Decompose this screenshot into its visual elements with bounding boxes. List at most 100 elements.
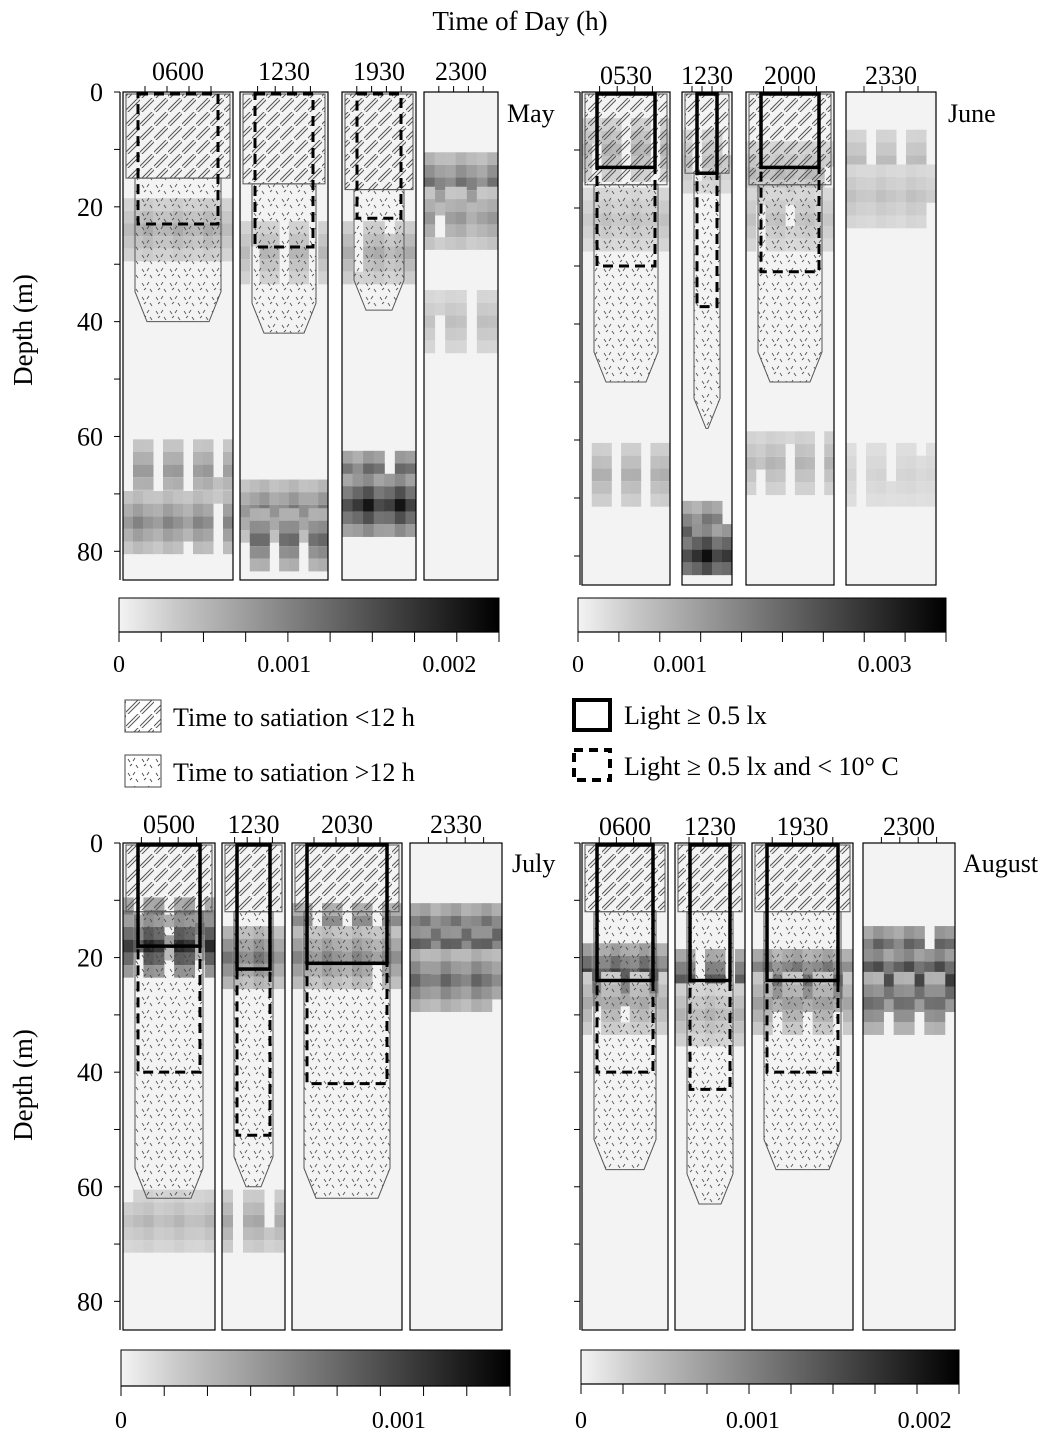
density-cell [675, 1021, 686, 1034]
density-cell [373, 524, 385, 537]
density-cell [491, 948, 503, 962]
colorbar [580, 1349, 960, 1385]
density-cell [873, 961, 884, 975]
density-cell [405, 499, 417, 512]
density-cell [471, 938, 483, 952]
density-cell [445, 164, 457, 178]
density-cell [259, 520, 270, 534]
time-label: 2000 [764, 61, 816, 90]
density-cell [944, 974, 956, 987]
density-cell [430, 948, 442, 962]
density-cell [204, 1202, 216, 1215]
density-cell [842, 1022, 854, 1035]
density-cell [204, 914, 216, 928]
density-cell [702, 524, 713, 537]
density-cell [752, 948, 763, 962]
density-cell [863, 971, 874, 985]
satiation-gt12-region [134, 177, 222, 323]
density-cell [675, 995, 686, 1009]
density-cell [893, 948, 905, 962]
density-cell [582, 971, 593, 985]
density-cell [352, 450, 364, 464]
density-cell [455, 164, 467, 178]
density-cell [846, 155, 857, 168]
ylabel-top: Depth (m) [8, 274, 38, 386]
density-cell [863, 984, 874, 998]
satiation-lt12-region [125, 844, 213, 913]
density-cell [318, 233, 329, 247]
satiation-gt12-region [353, 189, 405, 311]
legend-hatch-swatch [124, 699, 162, 733]
density-cell [163, 451, 174, 465]
density-cell [292, 963, 303, 977]
density-cell [308, 492, 319, 505]
density-cell [384, 511, 396, 525]
density-cell [876, 215, 887, 229]
density-cell [466, 190, 478, 203]
density-cell [582, 187, 593, 201]
density-cell [143, 528, 154, 542]
density-cell [896, 442, 907, 456]
colorbar-tick-label: 0.001 [726, 1408, 780, 1433]
density-cell [213, 491, 224, 504]
density-cell [183, 528, 194, 542]
density-cell [476, 224, 488, 238]
density-cell [318, 479, 329, 493]
density-cell [876, 493, 887, 507]
density-cell [222, 1189, 233, 1203]
density-cell [893, 971, 905, 985]
density-cell [174, 1240, 185, 1253]
density-cell [893, 926, 905, 939]
density-cell [274, 951, 286, 964]
time-label: 0600 [599, 812, 651, 841]
density-cell [274, 976, 286, 990]
density-cell [765, 444, 776, 457]
density-cell [846, 164, 857, 178]
density-cell [298, 530, 309, 543]
density-cell [466, 224, 478, 238]
density-cell [298, 504, 309, 518]
light-cold-region [765, 843, 840, 1074]
density-cell [405, 486, 417, 500]
density-cell [842, 1009, 854, 1023]
density-cell [450, 915, 462, 929]
density-cell [318, 271, 329, 285]
density-cell [440, 926, 452, 939]
satiation-gt12-region [763, 911, 842, 1171]
month-label: June [948, 99, 996, 128]
density-cell [318, 221, 329, 234]
density-cell [342, 271, 354, 285]
density-cell [591, 442, 603, 456]
density-cell [883, 948, 895, 962]
density-cell [487, 177, 499, 191]
density-cell [702, 562, 713, 576]
density-cell [886, 190, 897, 203]
density-cell [794, 431, 806, 445]
colorbar-tick-label: 0.001 [372, 1408, 426, 1433]
density-cell [424, 211, 436, 225]
density-cell [886, 493, 897, 507]
density-cell [476, 177, 488, 191]
density-cell [223, 236, 234, 249]
density-cell [193, 477, 204, 490]
density-cell [886, 142, 897, 156]
density-cell [746, 469, 757, 483]
density-cell [173, 491, 184, 504]
satiation-lt12-region [754, 844, 851, 913]
density-cell [430, 915, 442, 929]
panel-frame [845, 91, 937, 586]
density-cell [934, 926, 946, 939]
density-cell [785, 431, 796, 445]
density-cell [318, 508, 329, 521]
density-cell [873, 948, 884, 962]
density-cell [274, 1227, 286, 1241]
density-cell [288, 546, 300, 559]
density-cell [222, 926, 233, 939]
density-cell [342, 524, 354, 537]
panel-1230: 1230 [674, 812, 746, 1331]
light-cold-region [695, 92, 719, 309]
density-cell [582, 1009, 593, 1023]
density-cell [856, 142, 867, 156]
density-cell [123, 1214, 134, 1228]
